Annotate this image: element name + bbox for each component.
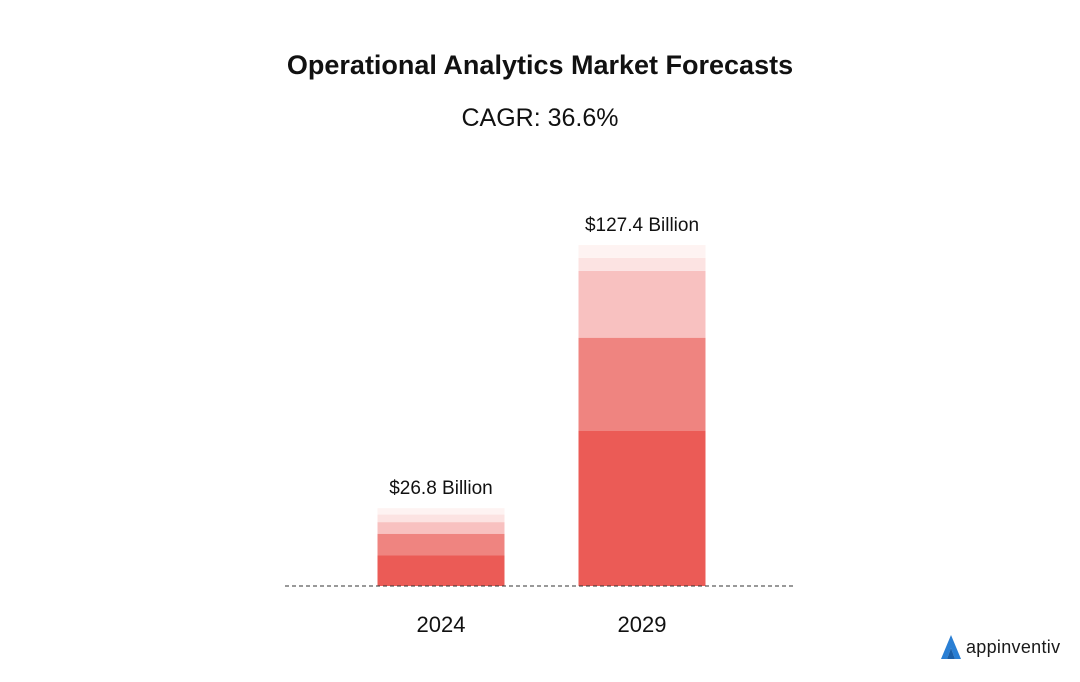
bar-segment-2024-1: [377, 555, 505, 586]
bar-segment-2024-4: [377, 514, 505, 523]
bar-segment-2024-3: [377, 522, 505, 534]
chart-subtitle: CAGR: 36.6%: [461, 104, 619, 132]
total-label-2024: $26.8 Billion: [389, 478, 493, 499]
bar-segment-2029-3: [578, 270, 706, 338]
brand-name: appinventiv: [966, 636, 1061, 657]
total-label-2029: $127.4 Billion: [585, 215, 699, 236]
bar-segment-2024-2: [377, 533, 505, 556]
brand-logo: appinventiv: [940, 634, 1060, 660]
chart-title: Operational Analytics Market Forecasts: [286, 50, 794, 80]
appinventiv-logo-icon: [941, 635, 961, 659]
bar-segment-2024-5: [377, 508, 505, 515]
bar-segment-2029-5: [578, 245, 706, 258]
x-tick-label-2024: 2024: [417, 612, 466, 637]
bar-segment-2029-1: [578, 430, 706, 586]
bar-segment-2029-2: [578, 337, 706, 431]
bar-segment-2029-4: [578, 257, 706, 271]
x-tick-label-2029: 2029: [618, 612, 667, 637]
